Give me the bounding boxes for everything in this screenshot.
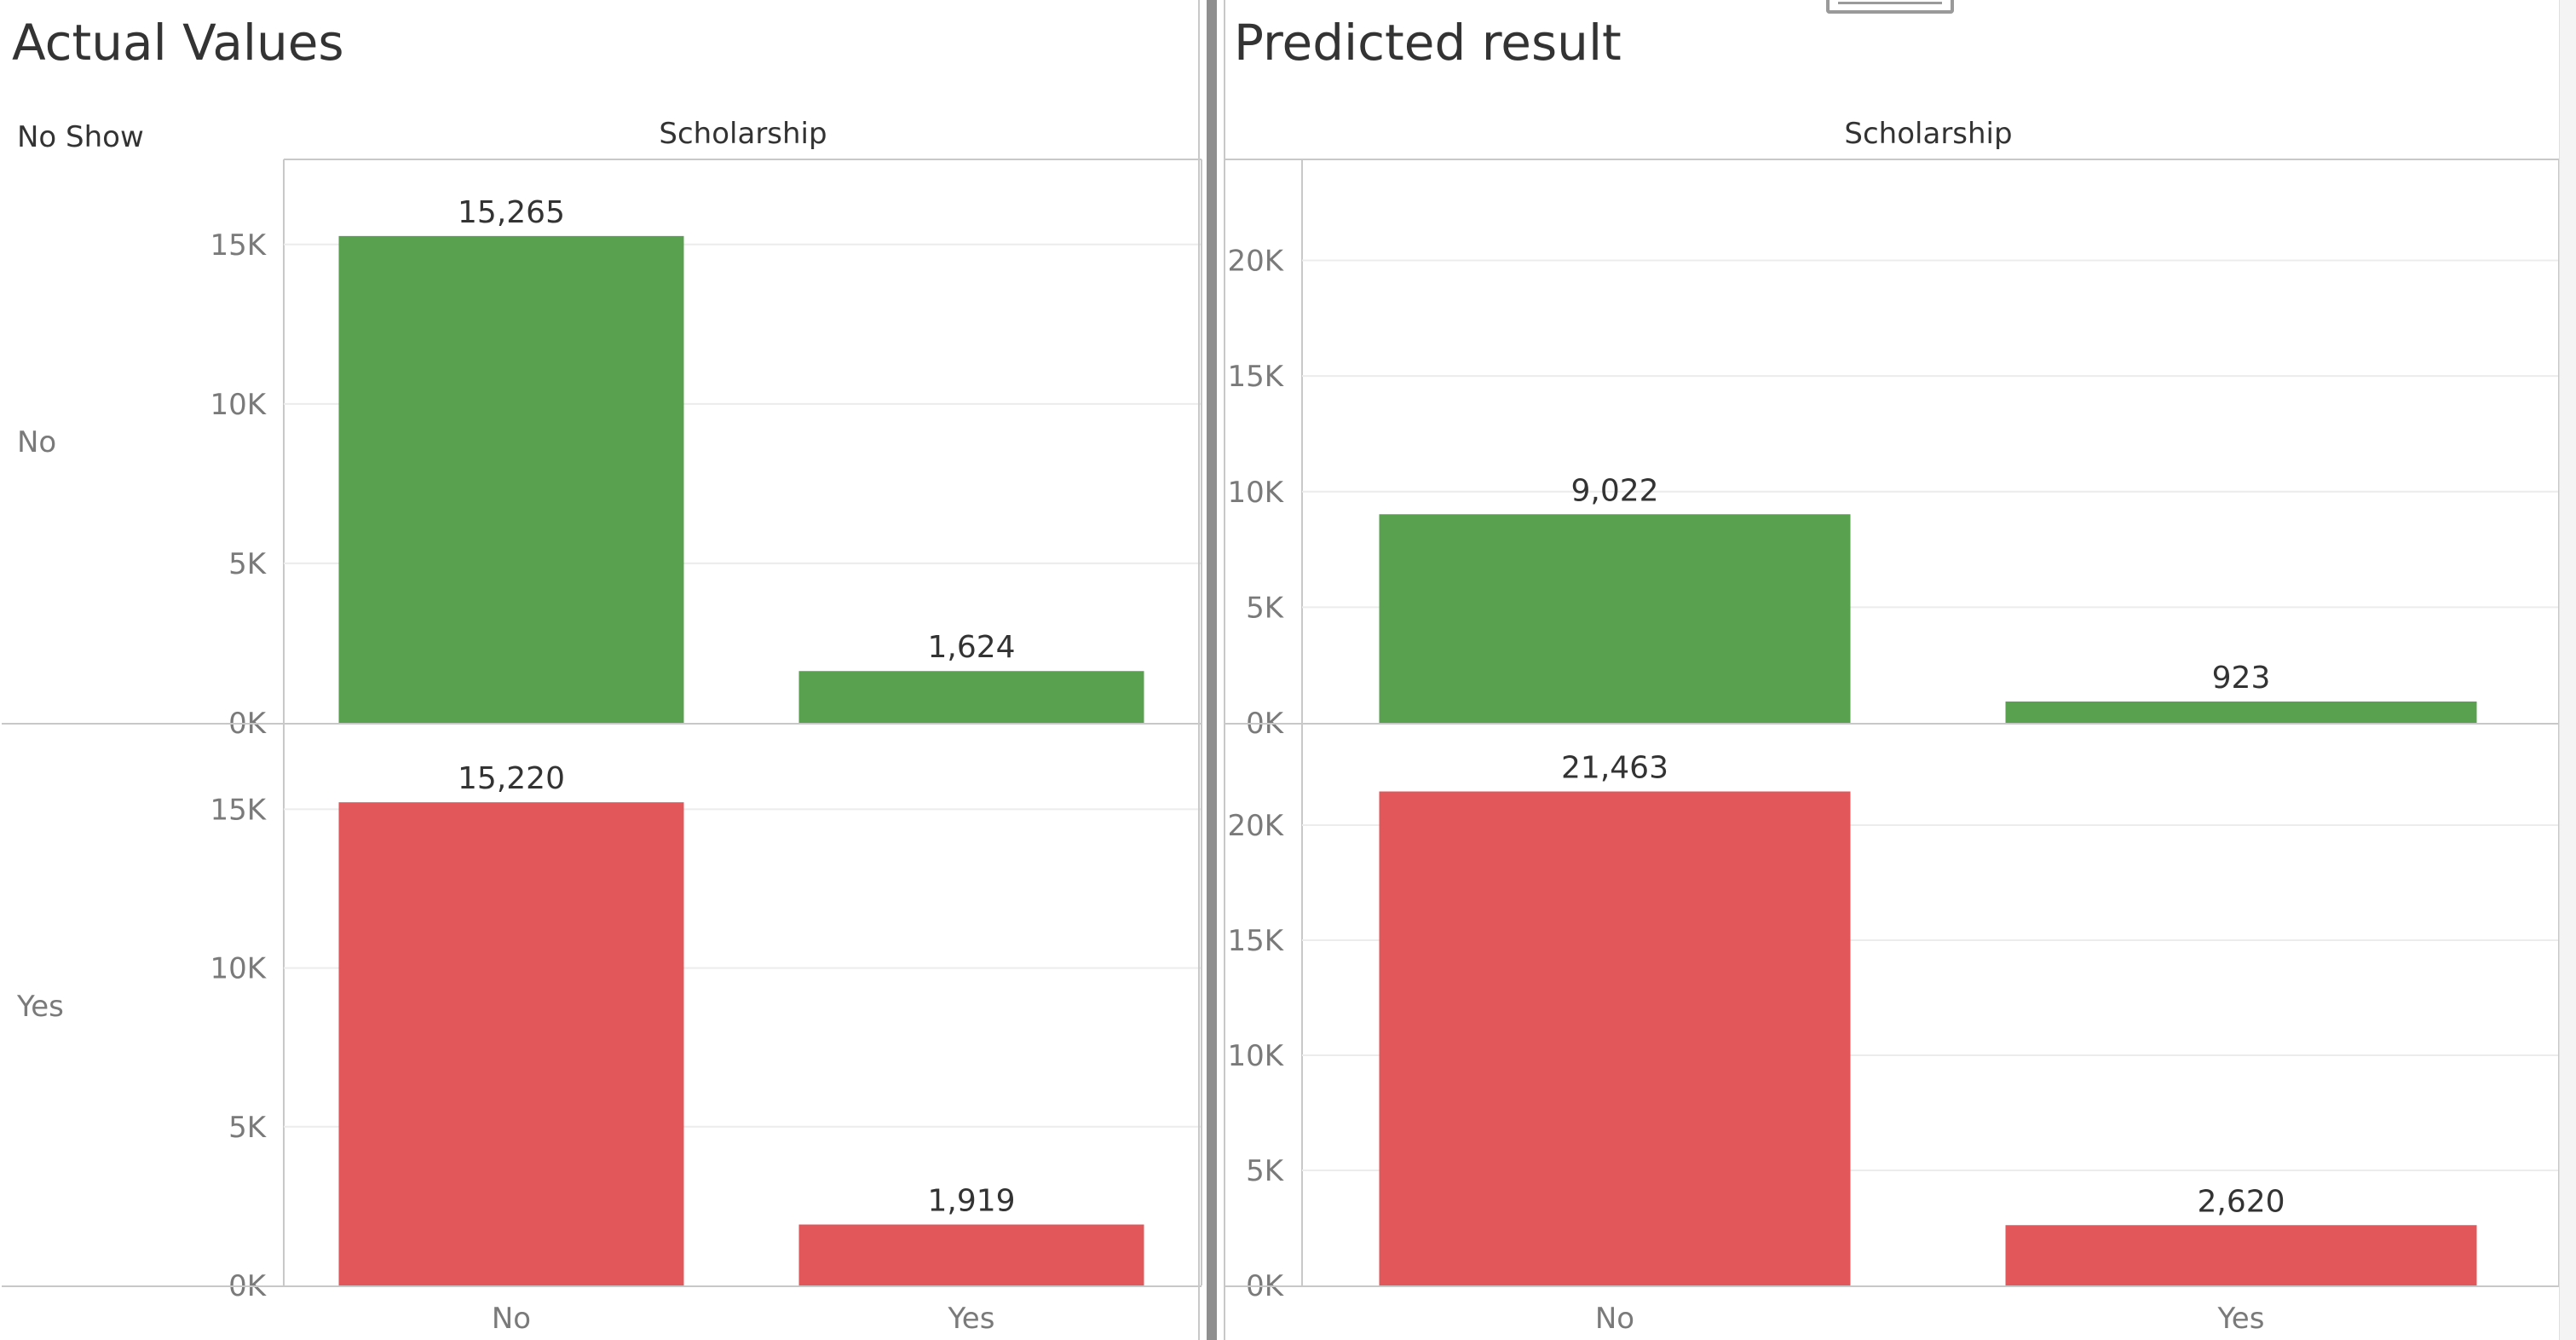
right-panel-border (1224, 0, 1225, 1340)
bar-mark (1379, 791, 1851, 1285)
right-edge-scrollbar[interactable] (2559, 0, 2576, 1340)
bar-data-label: 2,620 (2197, 1184, 2285, 1219)
y-tick-label: 10K (1227, 1039, 1284, 1073)
column-dimension-header: Scholarship (1844, 117, 2012, 151)
drag-handle-icon[interactable] (1826, 0, 1954, 14)
bar-data-label: 1,919 (927, 1184, 1015, 1219)
row-dimension-header: No Show (17, 120, 144, 154)
y-tick-label: 15K (1227, 360, 1284, 394)
y-tick-label: 10K (210, 952, 267, 986)
bar-data-label: 15,220 (458, 761, 565, 796)
bar-mark (798, 671, 1144, 723)
bar-data-label: 9,022 (1570, 473, 1658, 508)
bar-data-label: 923 (2212, 661, 2271, 696)
panel-title: Actual Values (12, 14, 344, 72)
row-label: Yes (16, 990, 64, 1024)
y-tick-label: 15K (210, 793, 267, 827)
bar-mark (1379, 514, 1851, 723)
x-category-label: No (1595, 1302, 1634, 1336)
bar-mark (2005, 701, 2477, 723)
y-tick-label: 5K (228, 547, 268, 581)
x-category-label: Yes (948, 1302, 995, 1336)
bar-data-label: 15,265 (458, 195, 565, 230)
panel-splitter[interactable] (1207, 0, 1217, 1340)
bar-data-label: 1,624 (927, 630, 1015, 665)
y-tick-label: 10K (1227, 476, 1284, 510)
panel-title: Predicted result (1234, 14, 1622, 72)
y-tick-label: 20K (1227, 809, 1284, 843)
row-label: No (17, 425, 56, 459)
x-category-label: Yes (2217, 1302, 2265, 1336)
x-category-label: No (492, 1302, 531, 1336)
y-tick-label: 5K (1246, 1154, 1285, 1188)
column-dimension-header: Scholarship (659, 117, 827, 151)
y-tick-label: 10K (210, 388, 267, 422)
y-tick-label: 20K (1227, 245, 1284, 279)
y-tick-label: 15K (210, 228, 267, 263)
bar-mark (338, 802, 684, 1285)
y-tick-label: 5K (1246, 591, 1285, 625)
bar-data-label: 21,463 (1561, 750, 1668, 785)
left-panel-border (1198, 0, 1200, 1340)
y-tick-label: 5K (228, 1111, 268, 1145)
y-tick-label: 15K (1227, 924, 1284, 958)
bar-mark (338, 235, 684, 724)
bar-mark (2005, 1225, 2477, 1285)
bar-mark (798, 1224, 1144, 1285)
